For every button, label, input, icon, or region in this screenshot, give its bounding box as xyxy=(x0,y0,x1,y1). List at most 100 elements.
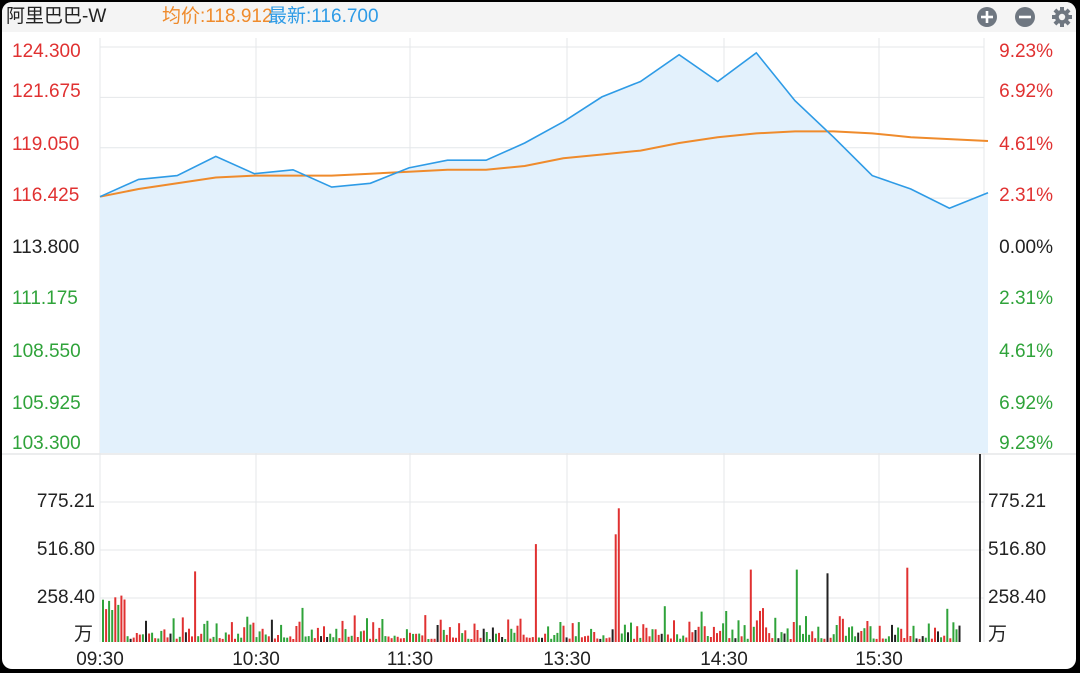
volume-bar xyxy=(697,626,700,642)
volume-bar xyxy=(909,636,912,642)
volume-bar xyxy=(771,638,774,642)
volume-bar xyxy=(915,638,918,642)
volume-bars xyxy=(102,508,961,642)
zoom-in-icon[interactable] xyxy=(976,6,998,28)
volume-bar xyxy=(657,634,660,642)
volume-bar xyxy=(866,621,869,642)
volume-bar xyxy=(884,638,887,642)
volume-bar xyxy=(746,638,749,642)
volume-bar xyxy=(519,618,522,642)
volume-bar xyxy=(163,629,166,642)
volume-bar xyxy=(906,567,909,642)
volume-bar xyxy=(504,639,507,642)
volume-bar xyxy=(709,637,712,642)
zoom-out-icon[interactable] xyxy=(1014,6,1036,28)
volume-bar xyxy=(891,624,893,642)
volume-bar xyxy=(424,615,427,642)
percent-tick-label: 9.23% xyxy=(999,433,1053,454)
volume-bar xyxy=(669,638,672,642)
average-price: 均价:118.912 xyxy=(162,6,273,27)
volume-bar xyxy=(863,628,866,642)
volume-bar xyxy=(897,627,900,642)
volume-bar xyxy=(528,637,531,642)
volume-bar xyxy=(903,638,906,642)
volume-bar xyxy=(448,627,451,642)
volume-bar xyxy=(402,638,405,642)
price-tick-label: 105.925 xyxy=(12,393,81,414)
volume-bar xyxy=(384,636,387,642)
volume-bar xyxy=(946,608,949,642)
volume-bar xyxy=(743,625,746,642)
volume-bar xyxy=(574,636,577,642)
volume-bar xyxy=(759,610,761,642)
volume-bar xyxy=(786,628,789,642)
volume-tick-label: 258.40 xyxy=(37,587,95,608)
time-tick-label: 10:30 xyxy=(232,649,280,669)
price-tick-label: 124.300 xyxy=(12,41,81,62)
volume-bar xyxy=(237,633,240,642)
volume-bar xyxy=(556,632,559,642)
volume-bar xyxy=(470,639,473,642)
gear-icon[interactable] xyxy=(1051,6,1073,28)
volume-bar xyxy=(172,618,175,642)
volume-bar xyxy=(531,637,534,642)
volume-bar xyxy=(814,638,817,642)
volume-bar xyxy=(307,636,310,642)
volume-bar xyxy=(553,635,556,642)
volume-bar xyxy=(184,632,187,642)
volume-bar xyxy=(485,632,488,642)
volume-bar xyxy=(175,638,178,642)
volume-bar xyxy=(412,633,415,642)
volume-bar xyxy=(605,638,608,642)
volume-bar xyxy=(832,634,835,642)
volume-bar xyxy=(934,627,936,642)
price-tick-label: 119.050 xyxy=(12,134,79,155)
volume-bar xyxy=(418,633,421,642)
volume-bar xyxy=(277,635,279,642)
volume-bar xyxy=(645,627,648,642)
volume-bar xyxy=(359,631,362,642)
volume-bar xyxy=(547,626,550,642)
volume-bar xyxy=(620,633,623,642)
volume-bar xyxy=(912,625,915,642)
volume-bar xyxy=(838,616,841,642)
volume-bar xyxy=(123,599,126,642)
volume-bar xyxy=(154,638,157,642)
volume-bar xyxy=(663,606,666,642)
price-line xyxy=(99,51,989,210)
percent-tick-label: 4.61% xyxy=(999,341,1053,362)
volume-bar xyxy=(648,636,651,642)
volume-tick-label: 258.40 xyxy=(988,587,1046,608)
volume-bar xyxy=(507,619,510,642)
volume-bar xyxy=(135,633,138,642)
volume-bar xyxy=(316,627,319,642)
volume-bar xyxy=(599,638,602,642)
volume-bar xyxy=(881,638,884,642)
volume-bar xyxy=(844,635,847,642)
volume-bar xyxy=(188,628,190,642)
volume-bar xyxy=(780,632,783,642)
volume-bar xyxy=(197,636,200,642)
percent-tick-label: 6.92% xyxy=(999,393,1053,414)
volume-bar xyxy=(706,636,709,642)
volume-bar xyxy=(356,637,359,642)
volume-bar xyxy=(366,618,368,642)
volume-bar xyxy=(105,609,108,642)
volume-bar xyxy=(270,619,273,642)
volume-bar xyxy=(894,634,897,642)
volume-bar xyxy=(350,635,353,642)
volume-bar xyxy=(878,625,881,642)
volume-bar xyxy=(461,633,464,642)
volume-bar xyxy=(522,634,525,642)
volume-bar xyxy=(372,622,375,642)
volume-bar xyxy=(716,633,718,642)
volume-bar xyxy=(651,629,654,642)
volume-bar xyxy=(310,629,313,642)
average-price-line xyxy=(99,130,989,198)
volume-bar xyxy=(525,637,528,642)
volume-bar xyxy=(304,636,307,642)
price-tick-label: 111.175 xyxy=(12,288,78,309)
volume-bar xyxy=(930,638,933,642)
